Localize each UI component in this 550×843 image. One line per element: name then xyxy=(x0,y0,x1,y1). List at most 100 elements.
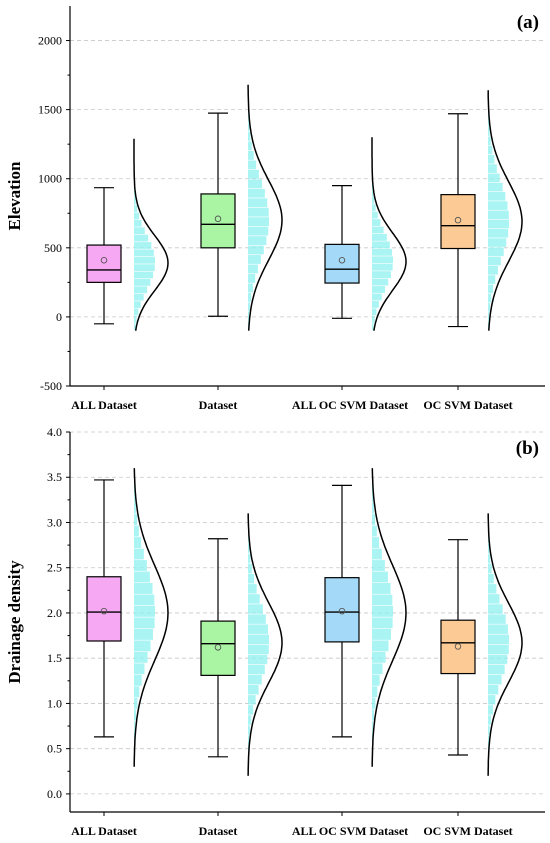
y-axis-title: Elevation xyxy=(5,161,24,230)
histogram-bar xyxy=(134,286,148,294)
histogram-bar xyxy=(372,628,391,640)
histogram-bar xyxy=(372,605,394,617)
histogram-bar xyxy=(248,705,254,715)
histogram-bar xyxy=(248,684,259,695)
y-tick-label: 1000 xyxy=(38,172,62,186)
mean-marker xyxy=(454,643,462,650)
histogram-bar xyxy=(248,160,257,170)
histogram-bar xyxy=(372,594,393,606)
histogram-bar xyxy=(134,514,138,526)
histogram-bar xyxy=(248,634,270,645)
histogram-bar xyxy=(248,674,262,685)
histogram-bar xyxy=(488,173,500,183)
histogram-bar xyxy=(248,273,256,283)
y-tick-label: 3.5 xyxy=(47,470,62,484)
histogram-bar xyxy=(372,323,374,331)
histogram-bar xyxy=(488,705,493,715)
histogram-bar xyxy=(488,136,491,146)
histogram-bar xyxy=(134,308,139,316)
y-tick-label: -500 xyxy=(40,379,62,393)
histogram-bar xyxy=(372,560,385,571)
histogram-bar xyxy=(372,709,375,721)
histogram-bar xyxy=(372,286,386,293)
histogram-bar xyxy=(248,226,269,236)
histogram-bar xyxy=(248,563,252,574)
histogram-bar xyxy=(134,205,138,212)
histogram-bar xyxy=(248,188,265,198)
histogram-bar xyxy=(372,189,374,197)
x-category-label: OC SVM Dataset xyxy=(423,824,512,838)
distribution-curve xyxy=(133,468,169,767)
histogram-bar xyxy=(248,207,269,217)
histogram-bar xyxy=(134,249,154,257)
histogram-bar xyxy=(372,651,386,663)
histogram-bar xyxy=(248,644,269,655)
series-4 xyxy=(440,90,523,331)
histogram-bar xyxy=(372,583,391,594)
histogram-bar xyxy=(488,118,489,127)
mean-marker xyxy=(214,215,222,223)
x-category-label: Dataset xyxy=(199,398,238,412)
histogram-bar xyxy=(134,640,151,652)
histogram-bar xyxy=(372,548,382,560)
histogram-bar xyxy=(488,229,509,238)
distribution-curve xyxy=(487,90,523,331)
mean-marker xyxy=(454,216,462,224)
panel-b-drainage-density: 0.0 0.5 1.0 1.5 2.0 2.5 3.0 3.5 4.0 Drainage dens… xyxy=(5,425,545,838)
histogram-bar xyxy=(488,256,501,266)
histogram-bar xyxy=(134,525,139,537)
box xyxy=(200,620,236,676)
histogram-bar xyxy=(134,190,135,198)
histogram-bar xyxy=(488,664,505,675)
histogram-bar xyxy=(488,614,506,624)
series-4 xyxy=(440,513,523,776)
histogram-bar xyxy=(372,640,389,652)
histogram-bar xyxy=(488,321,489,331)
histogram-bar xyxy=(372,248,393,256)
histogram-bar xyxy=(372,204,376,212)
histogram-bar xyxy=(488,674,502,685)
histogram-bar xyxy=(372,300,379,308)
histogram-bar xyxy=(248,614,266,624)
histogram-bar xyxy=(488,210,509,220)
histogram-bar xyxy=(372,571,388,583)
histogram-bar xyxy=(134,583,153,594)
histogram-bar xyxy=(248,264,258,274)
histogram-bar xyxy=(488,543,490,554)
x-category-label: ALL OC SVM Dataset xyxy=(292,398,408,412)
histogram-bar xyxy=(134,301,141,308)
histogram-bar xyxy=(248,735,250,745)
histogram-bar xyxy=(488,715,492,725)
histogram-bar xyxy=(488,604,503,614)
histogram-bar xyxy=(372,196,375,204)
histogram-bar xyxy=(248,150,254,160)
histogram-bar xyxy=(248,292,252,302)
histogram-bar xyxy=(248,122,250,132)
distribution-curve xyxy=(247,84,283,331)
box xyxy=(324,577,360,643)
histogram-bar xyxy=(134,256,155,264)
histogram-bar xyxy=(372,308,377,316)
histogram-bar xyxy=(488,238,507,247)
histogram-bar xyxy=(488,684,499,695)
histogram-bar xyxy=(248,245,264,255)
histogram-bar xyxy=(488,284,494,294)
histogram-bar xyxy=(248,283,253,293)
series-3 xyxy=(324,468,407,767)
mean-marker xyxy=(338,607,346,615)
histogram-bar xyxy=(248,132,251,141)
series-2 xyxy=(200,513,283,776)
histogram-bar xyxy=(372,514,376,526)
histogram-bar xyxy=(134,293,144,301)
distribution-curve xyxy=(487,513,523,776)
y-tick-label: 1500 xyxy=(38,103,62,117)
histogram-bar xyxy=(488,145,493,155)
histogram-bar xyxy=(248,198,268,208)
y-tick-label: 1.0 xyxy=(47,696,62,710)
histogram-bar xyxy=(488,247,504,257)
histogram-bar xyxy=(488,553,491,564)
histogram-bar xyxy=(488,155,495,164)
histogram-bar xyxy=(372,241,390,249)
histogram-bar xyxy=(248,236,267,245)
